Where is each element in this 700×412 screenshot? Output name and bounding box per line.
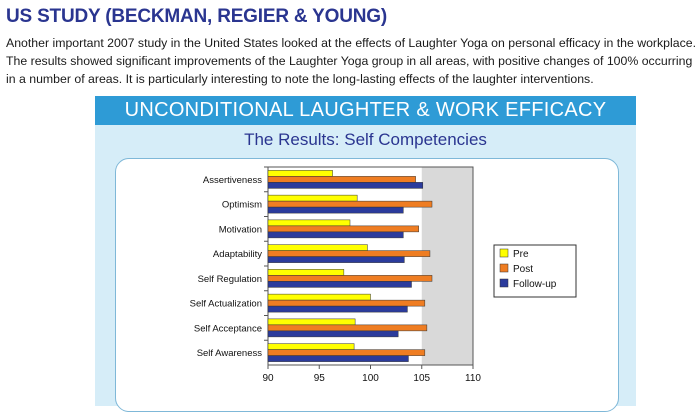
legend-label: Follow-up [513,279,557,290]
bar-pre [267,194,358,202]
bar-follow-up [267,330,399,338]
legend-swatch [499,263,509,273]
bar-follow-up [267,231,404,239]
figure-panel: UNCONDITIONAL LAUGHTER & WORK EFFICACY T… [95,96,636,412]
figure-banner: UNCONDITIONAL LAUGHTER & WORK EFFICACY [95,96,636,125]
legend-swatch [499,278,509,288]
category-label: Self Acceptance [194,323,262,334]
legend-label: Pre [513,249,529,260]
bar-follow-up [267,305,408,313]
bar-follow-up [267,206,404,214]
bar-post [267,324,428,332]
bar-follow-up [267,182,424,189]
bar-post [267,176,416,183]
bar-post [267,225,419,233]
bar-pre [267,318,356,326]
bar-post [267,299,426,307]
x-tick-label: 100 [362,373,379,384]
bar-follow-up [267,281,412,288]
x-tick-label: 105 [413,373,430,384]
category-label: Adaptability [213,249,262,260]
article-paragraph: Another important 2007 study in the Unit… [6,36,696,86]
article-heading: US STUDY (BECKMAN, REGIER & YOUNG) [6,6,387,27]
x-tick-label: 110 [465,373,481,384]
bar-pre [267,343,355,350]
bar-post [267,275,433,282]
bar-follow-up [267,355,409,362]
bar-pre [267,293,371,301]
bar-pre [267,244,368,251]
category-label: Self Regulation [198,274,262,285]
bar-follow-up [267,256,405,263]
x-tick-label: 90 [262,373,274,384]
legend-label: Post [513,264,533,275]
bar-post [267,250,431,257]
bar-pre [267,170,333,177]
x-tick-label: 95 [314,373,326,384]
bar-post [267,349,426,356]
bar-chart: Assertiveness Optimism Motivation Adaptabil… [190,166,577,384]
category-label: Optimism [222,200,262,211]
chart-box: Assertiveness Optimism Motivation Adaptabil… [115,158,619,412]
shaded-region [421,167,473,365]
category-label: Self Actualization [190,299,262,310]
category-label: Motivation [219,224,262,235]
category-label: Self Awareness [197,348,263,359]
bar-post [267,200,433,208]
bar-pre [267,219,351,227]
figure-subtitle: The Results: Self Competencies [244,130,487,149]
bar-pre [267,269,345,276]
legend-swatch [499,248,509,258]
category-label: Assertiveness [203,175,262,186]
